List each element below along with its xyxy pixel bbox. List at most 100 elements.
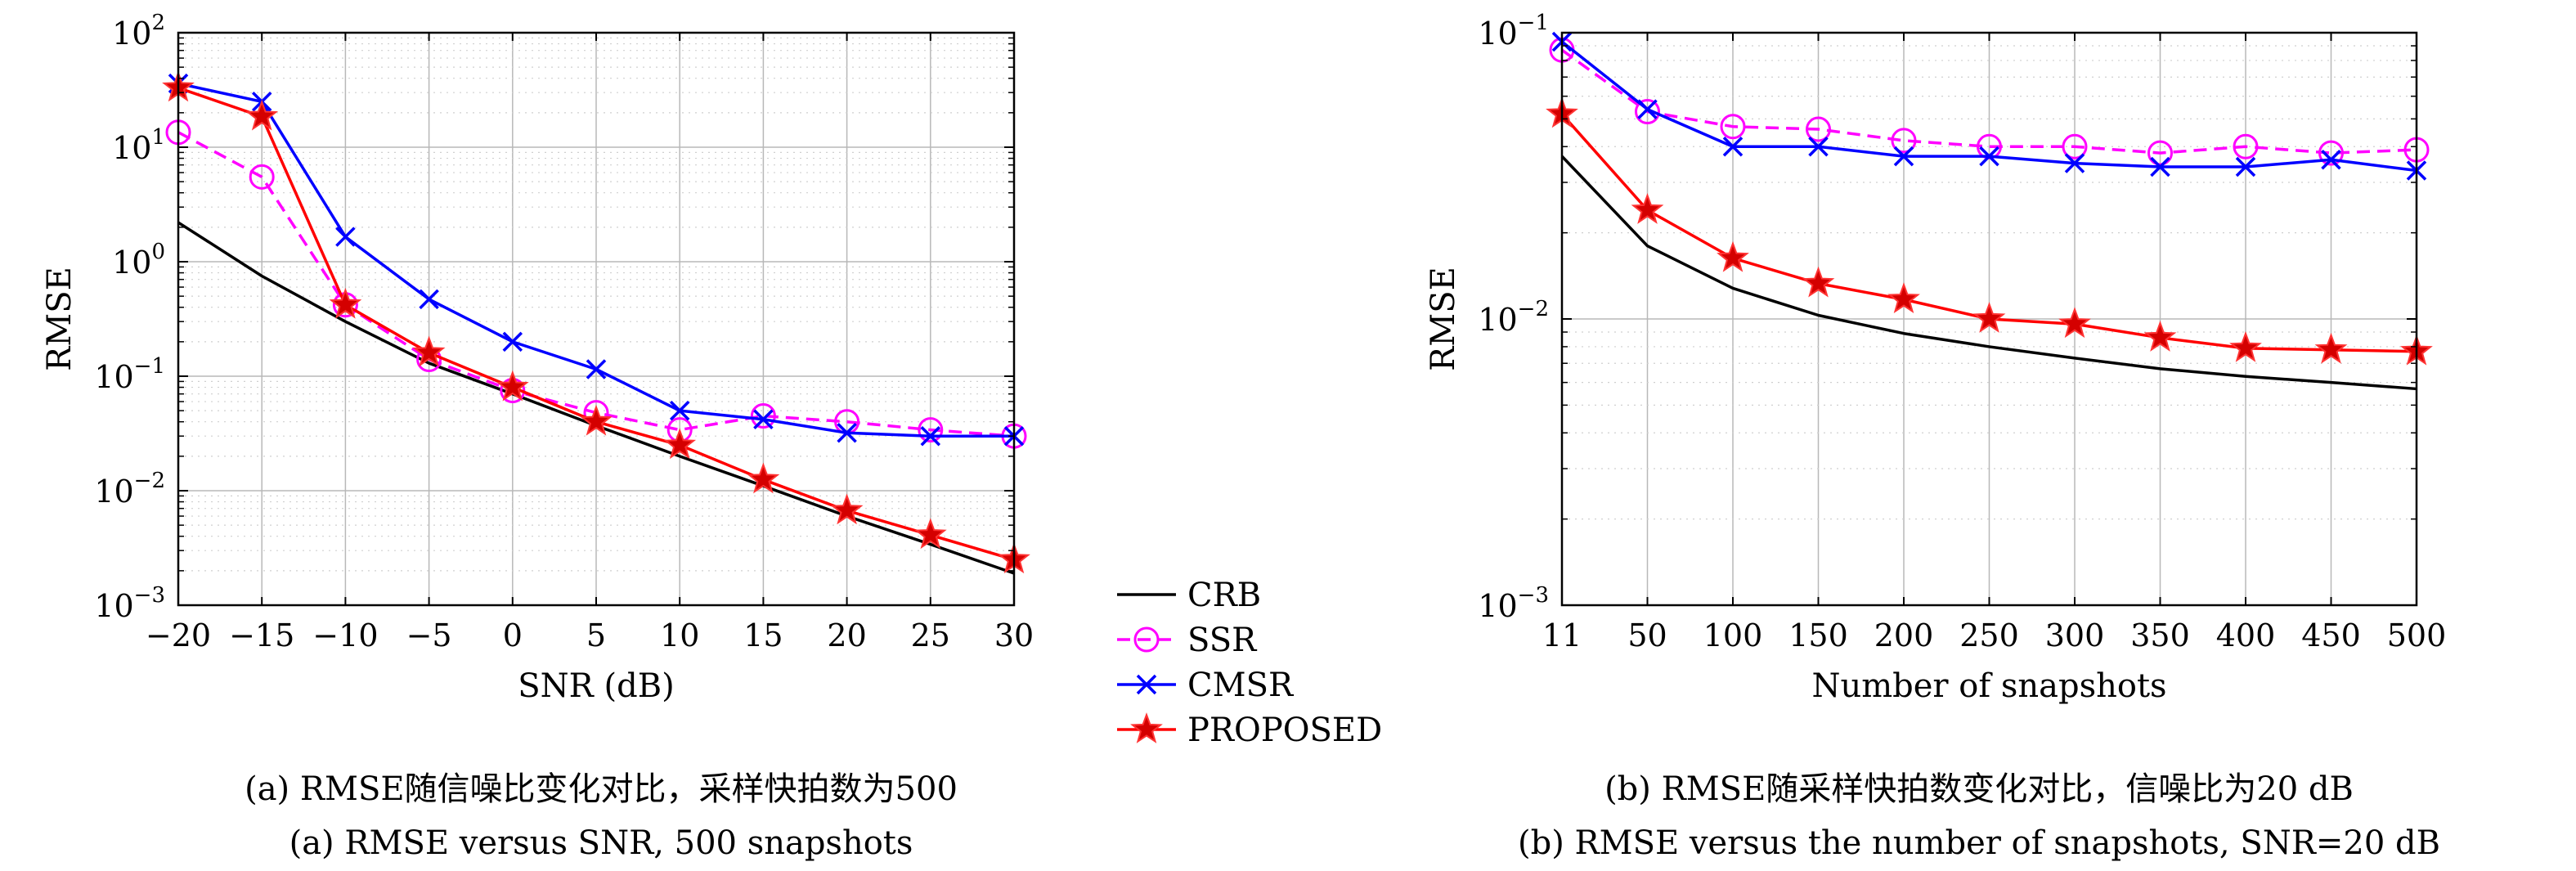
data-point-ssr [2062,133,2088,159]
data-point-cmsr [2150,156,2170,177]
data-point-cmsr [920,425,941,447]
legend-label: SSR [1187,622,1258,659]
x-tick-label: 450 [2301,617,2361,653]
data-point-cmsr [1637,99,1658,119]
data-point-proposed [412,335,446,367]
panel-a-series [162,70,1030,575]
x-tick-label: 250 [1959,617,2019,653]
data-point-ssr [2147,140,2173,166]
panel-a-caption-chinese: (a) RMSE随信噪比变化对比，采样快拍数为500 [245,770,958,808]
data-point-proposed [1887,282,1920,314]
legend-label: PROPOSED [1187,712,1382,749]
data-point-cmsr [753,409,774,429]
data-point-cmsr [502,331,523,352]
panel-b-chart: 11 50 100 150 200 250 300 350 400 450 500 10−3 10−2 1… [1425,11,2446,705]
data-point-ssr [750,403,776,429]
data-point-ssr [1635,99,1660,125]
x-tick-label: 20 [827,617,866,653]
x-tick-label: −10 [312,617,378,653]
x-tick-label: 30 [994,617,1034,653]
data-point-ssr [2318,140,2344,166]
x-tick-label: 5 [586,617,606,653]
y-tick-label: 10−1 [1478,11,1549,52]
panel-b-caption-chinese: (b) RMSE随采样快拍数变化对比，信噪比为20 dB [1604,770,2354,808]
legend-label: CRB [1187,577,1261,614]
data-point-proposed [913,518,947,550]
panel-b-caption-english: (b) RMSE versus the number of snapshots,… [1518,824,2440,862]
data-point-proposed [2314,332,2348,364]
y-tick-label: 10−3 [94,583,165,624]
data-point-cmsr [586,359,607,379]
data-point-proposed [2058,307,2091,339]
legend-item-crb: CRB [1117,577,1261,614]
data-point-cmsr [1893,146,1914,167]
data-point-proposed [747,462,780,494]
y-tick-label: 10−2 [1478,297,1549,338]
panel-b-plot-frame [1560,31,2418,607]
legend-item-cmsr: CMSR [1117,667,1295,704]
data-point-proposed [329,287,362,319]
data-point-proposed [830,493,864,525]
panel-a-caption-english: (a) RMSE versus SNR, 500 snapshots [289,824,913,862]
data-point-ssr [918,417,944,443]
x-tick-label: 10 [660,617,699,653]
legend-marker [1130,712,1163,743]
data-point-cmsr [335,227,356,247]
data-point-proposed [1972,302,2006,333]
x-tick-label: −5 [406,617,452,653]
data-point-ssr [1806,116,1831,142]
y-tick-label: 100 [112,240,165,281]
data-point-ssr [1720,114,1746,140]
y-tick-label: 10−1 [94,354,165,395]
x-tick-label: 0 [503,617,523,653]
panel-b-ticks: 11 50 100 150 200 250 300 350 400 450 500 10−3 10−2 1… [1478,11,2446,653]
data-point-cmsr [837,423,857,443]
data-point-cmsr [1722,137,1744,157]
panel-a-x-axis-label: SNR (dB) [518,667,674,705]
x-tick-label: 50 [1627,617,1667,653]
panel-b-x-axis-label: Number of snapshots [1811,667,2166,705]
x-tick-label: 300 [2045,617,2105,653]
data-point-ssr [2233,133,2259,159]
data-point-ssr [1891,128,1917,154]
x-tick-label: −15 [229,617,294,653]
data-point-proposed [2143,321,2177,352]
panel-a-y-axis-label: RMSE [41,267,79,371]
data-point-proposed [245,99,279,131]
x-tick-label: 100 [1703,617,1763,653]
legend-item-proposed: PROPOSED [1117,712,1382,749]
x-tick-label: 150 [1788,617,1848,653]
panel-a-chart: −20 −15 −10 −5 0 5 10 15 20 25 30 10−3 10−2 10−1 100 10… [41,11,1034,705]
data-point-proposed [1717,240,1749,272]
data-point-cmsr [2064,153,2085,173]
data-point-cmsr [1979,146,1999,167]
data-point-cmsr [2321,150,2341,170]
y-tick-label: 10−3 [1478,583,1549,624]
x-tick-label: 15 [743,617,783,653]
data-point-cmsr [669,400,690,421]
panel-a-grid [178,33,1014,605]
data-point-proposed [1802,266,1835,298]
legend-label: CMSR [1187,667,1295,704]
data-point-ssr [249,164,275,190]
x-tick-label: 400 [2216,617,2276,653]
legend-item-ssr: SSR [1117,622,1258,659]
data-point-cmsr [1808,137,1829,157]
data-point-cmsr [419,289,439,310]
y-tick-label: 10−2 [94,469,165,510]
panel-a-plot-frame [177,31,1016,607]
data-point-proposed [1631,193,1664,224]
legend: CRB SSR CMSR PROPOSED [1117,577,1382,749]
legend-marker [1136,674,1157,695]
data-point-proposed [2229,330,2262,362]
x-tick-label: 500 [2387,617,2447,653]
data-point-proposed [580,404,613,436]
panel-a-ticks: −20 −15 −10 −5 0 5 10 15 20 25 30 10−3 10−2 10−1 100 10… [94,11,1034,653]
x-tick-label: 25 [911,617,950,653]
data-point-proposed [496,370,529,402]
panel-b-y-axis-label: RMSE [1425,267,1462,371]
panel-b-series [1546,31,2433,391]
x-tick-label: −20 [146,617,211,653]
data-point-cmsr [2235,156,2256,177]
